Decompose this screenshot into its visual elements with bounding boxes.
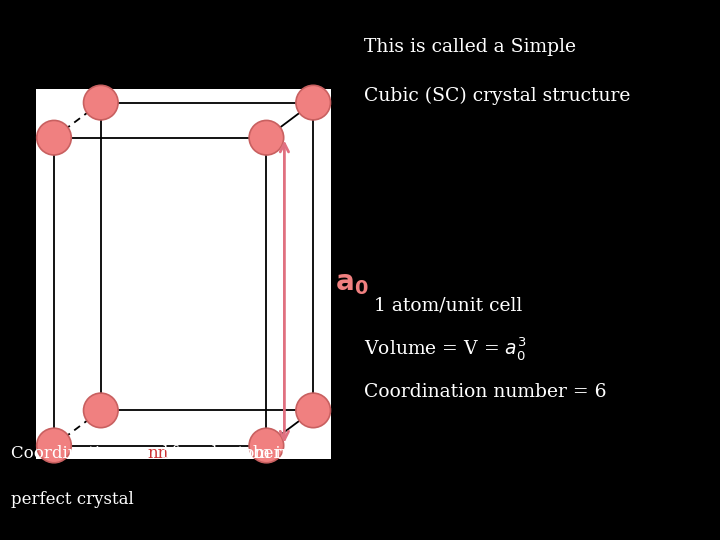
Ellipse shape (296, 393, 330, 428)
Text: $\mathbf{a_0}$: $\mathbf{a_0}$ (335, 270, 369, 297)
Ellipse shape (249, 120, 284, 155)
Ellipse shape (37, 120, 71, 155)
Bar (36, 89, 331, 459)
Text: Cubic (SC) crystal structure: Cubic (SC) crystal structure (364, 86, 630, 105)
Text: Coordination number = number of: Coordination number = number of (11, 446, 308, 462)
Text: nn: nn (148, 446, 169, 462)
Ellipse shape (296, 85, 330, 120)
Text: This is called a Simple: This is called a Simple (364, 38, 575, 56)
Ellipse shape (249, 428, 284, 463)
Ellipse shape (84, 85, 118, 120)
Text: of each atom in a: of each atom in a (156, 446, 307, 462)
Text: 1 atom/unit cell: 1 atom/unit cell (374, 297, 523, 315)
Text: Coordination number = 6: Coordination number = 6 (364, 383, 606, 401)
Text: Volume = V = $a_0^3$: Volume = V = $a_0^3$ (364, 335, 526, 362)
Ellipse shape (84, 393, 118, 428)
Text: perfect crystal: perfect crystal (11, 491, 133, 508)
Ellipse shape (37, 428, 71, 463)
